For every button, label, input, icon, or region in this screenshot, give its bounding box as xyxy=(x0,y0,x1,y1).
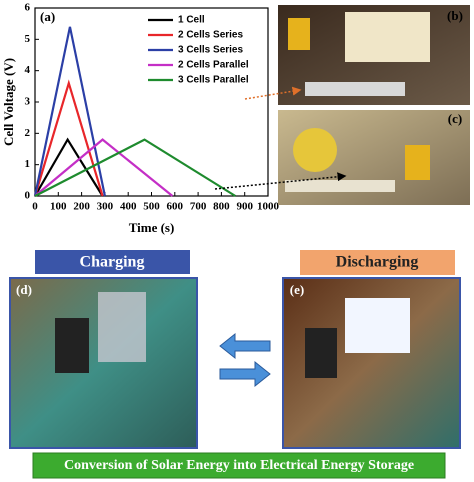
legend-label: 1 Cell xyxy=(178,15,205,26)
multimeter xyxy=(305,328,337,378)
y-tick-label: 3 xyxy=(25,96,31,108)
arrow-left xyxy=(219,332,271,360)
x-tick-label: 200 xyxy=(73,201,90,213)
x-tick-label: 800 xyxy=(213,201,230,213)
y-tick-label: 5 xyxy=(25,33,31,45)
panel-label: (b) xyxy=(447,8,463,23)
arrow xyxy=(244,86,302,100)
legend-label: 2 Cells Parallel xyxy=(178,60,249,71)
caption-box xyxy=(32,452,446,479)
legend-label: 2 Cells Series xyxy=(178,30,243,41)
discharging-box xyxy=(300,250,455,275)
charging-box xyxy=(35,250,190,274)
cells xyxy=(305,82,405,96)
x-tick-label: 100 xyxy=(50,201,67,213)
display-board xyxy=(345,12,430,62)
multimeter xyxy=(405,145,430,180)
multimeter xyxy=(55,318,89,373)
x-tick-label: 400 xyxy=(120,201,137,213)
caption: Conversion of Solar Energy into Electric… xyxy=(64,458,414,473)
lit-lamp xyxy=(345,298,410,353)
y-tick-label: 0 xyxy=(25,190,31,202)
charging-label: Charging xyxy=(80,254,145,271)
panel-label: (e) xyxy=(290,282,304,297)
y-tick-label: 6 xyxy=(25,2,31,14)
x-axis-label: Time (s) xyxy=(129,220,175,235)
board xyxy=(285,180,395,192)
x-tick-label: 500 xyxy=(143,201,160,213)
x-tick-label: 600 xyxy=(167,201,184,213)
lamp xyxy=(98,292,146,362)
series-line xyxy=(34,138,236,197)
x-tick-label: 700 xyxy=(190,201,207,213)
legend-label: 3 Cells Parallel xyxy=(178,75,249,86)
chart: 0 100 200 300 400 500 600 700 800 900 1000 0 1 2 3 4 5 6 T… xyxy=(1,2,280,235)
y-tick-label: 2 xyxy=(25,127,31,139)
series-line xyxy=(33,79,104,197)
panel-label: (c) xyxy=(448,111,462,126)
fan xyxy=(293,128,337,172)
x-tick-label: 1000 xyxy=(257,201,280,213)
legend-label: 3 Cells Series xyxy=(178,45,243,56)
x-tick-label: 300 xyxy=(97,201,114,213)
panel-label: (a) xyxy=(40,9,55,24)
multimeter xyxy=(288,18,310,50)
y-tick-label: 4 xyxy=(25,64,31,76)
x-tick-label: 0 xyxy=(32,201,38,213)
panel-label: (d) xyxy=(16,282,32,297)
series-line xyxy=(34,138,174,197)
arrow-right xyxy=(219,360,271,388)
y-axis-label: Cell Voltage (V) xyxy=(1,58,16,146)
discharging-label: Discharging xyxy=(336,254,419,271)
series-line xyxy=(34,137,104,197)
arrow xyxy=(214,172,347,190)
x-tick-label: 900 xyxy=(236,201,253,213)
y-tick-label: 1 xyxy=(25,158,31,170)
series-line xyxy=(33,26,106,197)
